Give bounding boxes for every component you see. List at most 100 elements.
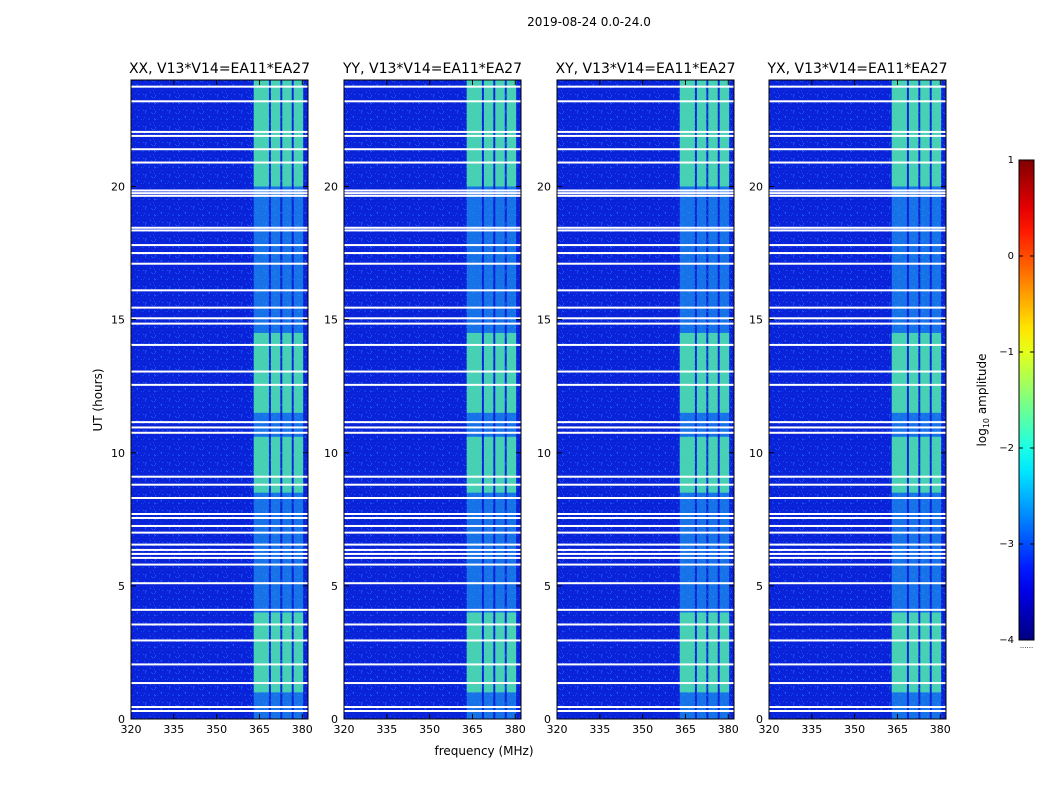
band-bright bbox=[282, 612, 292, 693]
flag-gap bbox=[344, 289, 521, 292]
flag-gap bbox=[557, 289, 734, 292]
flag-gap bbox=[344, 262, 521, 265]
flag-gap bbox=[557, 426, 734, 429]
flag-gap bbox=[769, 194, 946, 197]
flag-gap bbox=[769, 306, 946, 309]
band-bright bbox=[920, 80, 930, 187]
flag-gap bbox=[344, 194, 521, 197]
band-bright bbox=[679, 436, 695, 493]
y-tick-label: 5 bbox=[118, 580, 125, 593]
flag-gap bbox=[131, 421, 308, 424]
flag-gap bbox=[769, 85, 946, 88]
band-bright bbox=[696, 436, 707, 493]
band-bright bbox=[495, 612, 505, 693]
flag-gap bbox=[131, 192, 308, 195]
band-bright bbox=[495, 332, 505, 413]
flag-gap bbox=[769, 262, 946, 265]
flag-gap bbox=[131, 317, 308, 320]
colorbar-tick-label: 1 bbox=[1008, 155, 1014, 166]
band-bright bbox=[679, 80, 695, 187]
flag-gap bbox=[344, 710, 521, 713]
flag-gap bbox=[131, 548, 308, 551]
y-tick-label: 5 bbox=[331, 580, 338, 593]
flag-gap bbox=[557, 710, 734, 713]
panel-frame bbox=[556, 79, 735, 720]
band-bright bbox=[908, 332, 919, 413]
flag-gap bbox=[769, 552, 946, 555]
flag-gap bbox=[344, 556, 521, 559]
flag-gap bbox=[557, 192, 734, 195]
figure-suptitle: 2019-08-24 0.0-24.0 bbox=[527, 15, 651, 29]
flag-gap bbox=[344, 512, 521, 515]
y-tick-label: 15 bbox=[111, 314, 125, 327]
y-tick-label: 0 bbox=[118, 713, 125, 726]
flag-gap bbox=[131, 682, 308, 685]
flag-gap bbox=[557, 421, 734, 424]
flag-gap bbox=[131, 524, 308, 527]
flag-gap bbox=[131, 475, 308, 478]
band-bright bbox=[483, 80, 494, 187]
flag-gap bbox=[557, 682, 734, 685]
flag-gap bbox=[131, 85, 308, 88]
band-bright bbox=[908, 80, 919, 187]
flag-gap bbox=[769, 289, 946, 292]
flag-gap bbox=[769, 343, 946, 346]
flag-gap bbox=[557, 252, 734, 255]
flag-gap bbox=[769, 148, 946, 151]
flag-gap bbox=[769, 582, 946, 585]
flag-gap bbox=[769, 189, 946, 192]
band-bright bbox=[719, 612, 730, 693]
flag-gap bbox=[131, 306, 308, 309]
flag-gap bbox=[769, 608, 946, 611]
band-bright bbox=[696, 80, 707, 187]
flag-gap bbox=[769, 623, 946, 626]
flag-gap bbox=[131, 497, 308, 500]
band-bright bbox=[466, 332, 482, 413]
flag-gap bbox=[131, 582, 308, 585]
y-tick-label: 20 bbox=[537, 181, 551, 194]
flag-gap bbox=[769, 317, 946, 320]
flag-gap bbox=[557, 431, 734, 434]
flag-gap bbox=[344, 639, 521, 642]
flag-gap bbox=[769, 639, 946, 642]
y-tick-label: 10 bbox=[749, 447, 763, 460]
x-tick-label: 380 bbox=[718, 723, 739, 736]
flag-gap bbox=[769, 226, 946, 229]
heatmap-noise bbox=[131, 80, 308, 719]
band-bright bbox=[708, 612, 718, 693]
band-bright bbox=[506, 80, 517, 187]
flag-gap bbox=[769, 431, 946, 434]
flag-gap bbox=[131, 663, 308, 666]
flag-gap bbox=[557, 343, 734, 346]
flag-gap bbox=[557, 161, 734, 164]
band-bright bbox=[920, 332, 930, 413]
flag-gap bbox=[557, 100, 734, 103]
band-bright bbox=[908, 612, 919, 693]
flag-gap bbox=[131, 431, 308, 434]
x-tick-label: 320 bbox=[759, 723, 780, 736]
flag-gap bbox=[769, 663, 946, 666]
band-bright bbox=[270, 436, 281, 493]
band-bright bbox=[506, 332, 517, 413]
flag-gap bbox=[557, 148, 734, 151]
panel-title: XX, V13*V14=EA11*EA27 bbox=[129, 61, 310, 77]
panel-2: YY, V13*V14=EA11*EA27 320 335 350 365 380 0 5 10… bbox=[324, 61, 526, 736]
y-axis-label: UT (hours) bbox=[91, 368, 105, 431]
flag-gap bbox=[131, 322, 308, 325]
band-bright bbox=[282, 80, 292, 187]
flag-gap bbox=[769, 497, 946, 500]
flag-gap bbox=[344, 134, 521, 137]
panel-title: YX, V13*V14=EA11*EA27 bbox=[766, 61, 947, 77]
colorbar-tick-label: −4 bbox=[999, 635, 1014, 646]
x-tick-label: 320 bbox=[121, 723, 142, 736]
flag-gap bbox=[769, 192, 946, 195]
flag-gap bbox=[557, 563, 734, 566]
band-bright bbox=[920, 436, 930, 493]
flag-gap bbox=[769, 516, 946, 519]
flag-gap bbox=[344, 189, 521, 192]
band-bright bbox=[719, 436, 730, 493]
band-bright bbox=[931, 80, 942, 187]
flag-gap bbox=[344, 370, 521, 373]
flag-gap bbox=[769, 322, 946, 325]
